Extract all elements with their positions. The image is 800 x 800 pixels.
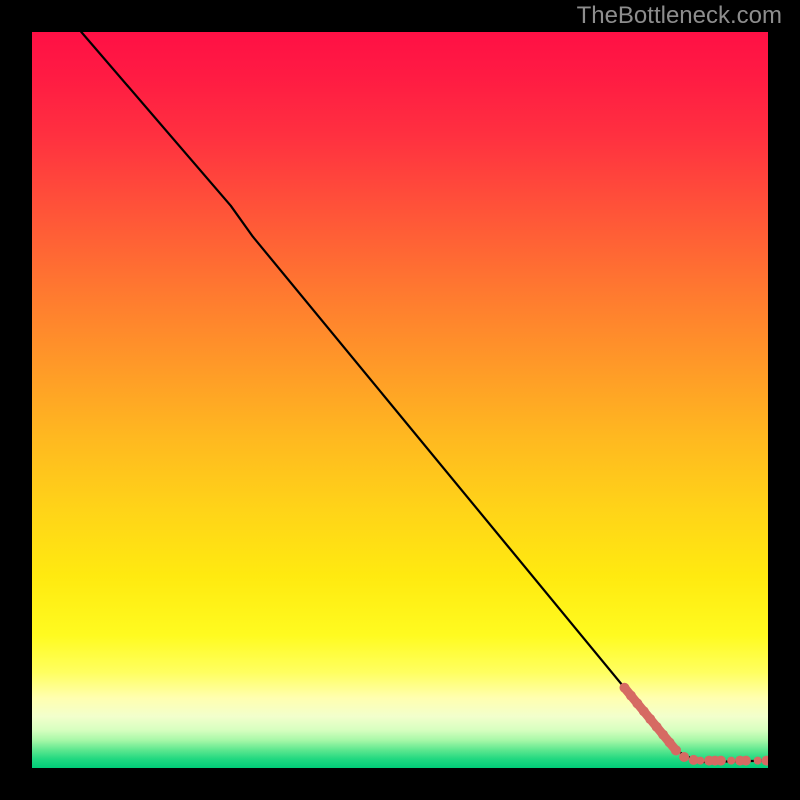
- plot-area: [32, 32, 768, 768]
- stage: TheBottleneck.com: [0, 0, 800, 800]
- watermark-text: TheBottleneck.com: [577, 2, 782, 30]
- plot-background-gradient: [32, 32, 768, 768]
